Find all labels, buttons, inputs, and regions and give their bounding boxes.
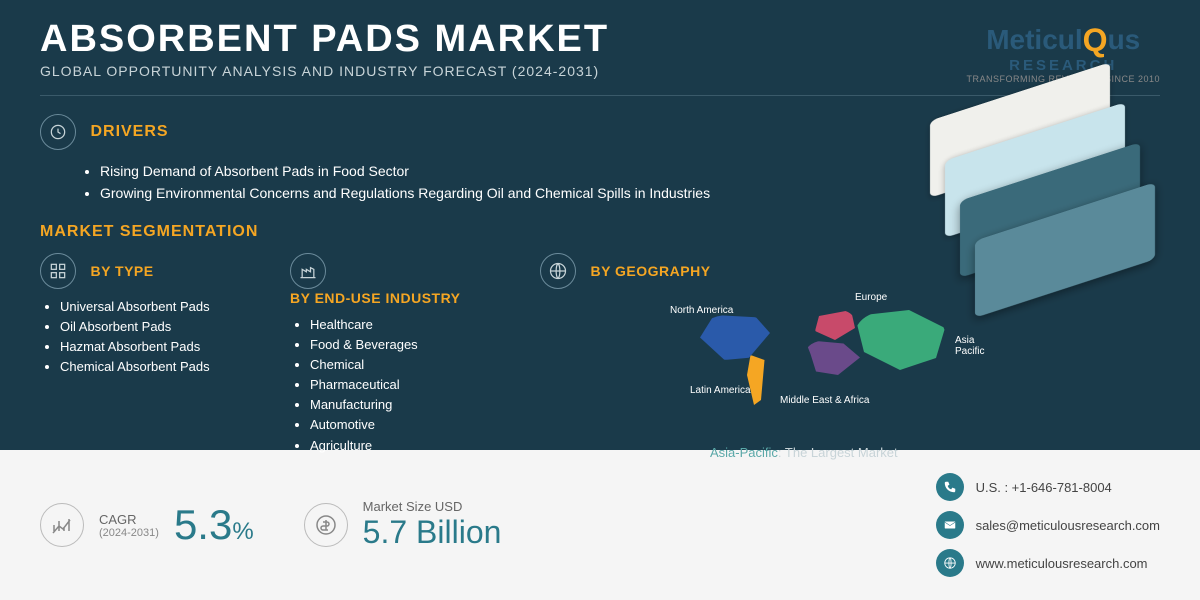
segmentation-columns: BY TYPE Universal Absorbent Pads Oil Abs…: [40, 253, 760, 456]
money-icon: [304, 503, 348, 547]
contact-web: www.meticulousresearch.com: [936, 549, 1160, 577]
seg-item: Universal Absorbent Pads: [60, 297, 260, 317]
market-size-stat: Market Size USD 5.7 Billion: [304, 499, 502, 551]
drivers-section: DRIVERS Rising Demand of Absorbent Pads …: [40, 114, 760, 205]
region-label: Middle East & Africa: [780, 395, 869, 406]
segment-by-type: BY TYPE Universal Absorbent Pads Oil Abs…: [40, 253, 260, 456]
seg-item: Chemical: [310, 355, 510, 375]
seg-item: Pharmaceutical: [310, 375, 510, 395]
email-icon: [936, 511, 964, 539]
region-label: Asia Pacific: [955, 335, 1000, 357]
globe-icon: [540, 253, 576, 289]
seg-item: Hazmat Absorbent Pads: [60, 337, 260, 357]
seg-item: Food & Beverages: [310, 335, 510, 355]
segmentation-heading: MARKET SEGMENTATION: [40, 223, 760, 241]
contact-phone: U.S. : +1-646-781-8004: [936, 473, 1160, 501]
seg-title: BY END-USE INDUSTRY: [290, 290, 461, 306]
contact-block: U.S. : +1-646-781-8004 sales@meticulousr…: [936, 473, 1160, 577]
cagr-period: (2024-2031): [99, 527, 159, 539]
driver-item: Rising Demand of Absorbent Pads in Food …: [100, 160, 760, 182]
seg-title: BY GEOGRAPHY: [590, 263, 710, 279]
world-map: North America Latin America Europe Middl…: [680, 300, 1000, 440]
seg-item: Automotive: [310, 415, 510, 435]
phone-icon: [936, 473, 964, 501]
cagr-value: 5.3%: [174, 501, 254, 549]
header: ABSORBENT PADS MARKET GLOBAL OPPORTUNITY…: [0, 0, 1200, 87]
drivers-heading: DRIVERS: [90, 123, 168, 141]
segment-by-industry: BY END-USE INDUSTRY Healthcare Food & Be…: [290, 253, 510, 456]
type-icon: [40, 253, 76, 289]
market-size-label: Market Size USD: [363, 499, 502, 514]
region-label: Europe: [855, 292, 887, 303]
seg-item: Oil Absorbent Pads: [60, 317, 260, 337]
seg-item: Healthcare: [310, 315, 510, 335]
cagr-label: CAGR: [99, 512, 159, 527]
web-icon: [936, 549, 964, 577]
drivers-icon: [40, 114, 76, 150]
brand-logo: MeticulQus RESEARCH TRANSFORMING REVENUE…: [966, 20, 1160, 84]
market-size-value: 5.7 Billion: [363, 514, 502, 551]
seg-item: Manufacturing: [310, 395, 510, 415]
footer: CAGR (2024-2031) 5.3% Market Size USD 5.…: [0, 450, 1200, 600]
region-label: North America: [670, 305, 733, 316]
industry-icon: [290, 253, 326, 289]
logo-second-line: RESEARCH: [966, 57, 1160, 74]
seg-item: Chemical Absorbent Pads: [60, 357, 260, 377]
chart-icon: [40, 503, 84, 547]
driver-item: Growing Environmental Concerns and Regul…: [100, 182, 760, 204]
seg-title: BY TYPE: [90, 263, 153, 279]
region-label: Latin America: [690, 385, 751, 396]
product-illustration: [870, 80, 1170, 300]
contact-email: sales@meticulousresearch.com: [936, 511, 1160, 539]
cagr-stat: CAGR (2024-2031) 5.3%: [40, 501, 254, 549]
